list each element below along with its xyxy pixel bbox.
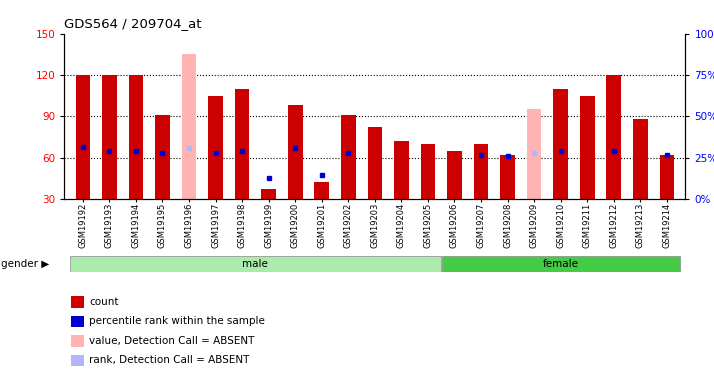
Bar [633, 119, 648, 199]
Bar [208, 96, 223, 199]
Bar [235, 89, 249, 199]
Bar [102, 75, 116, 199]
Bar [473, 144, 488, 199]
Text: percentile rank within the sample: percentile rank within the sample [89, 316, 265, 326]
Bar [394, 141, 408, 199]
Bar [553, 89, 568, 199]
Bar [580, 96, 595, 199]
Text: male: male [243, 259, 268, 269]
Bar [261, 189, 276, 199]
Text: rank, Detection Call = ABSENT: rank, Detection Call = ABSENT [89, 356, 250, 365]
Bar [70, 256, 441, 272]
Text: count: count [89, 297, 119, 307]
Bar [368, 127, 382, 199]
Bar [501, 155, 515, 199]
Bar [442, 256, 680, 272]
Bar [314, 182, 329, 199]
Bar [606, 75, 621, 199]
Bar [288, 105, 303, 199]
Text: gender ▶: gender ▶ [1, 259, 49, 269]
Bar [182, 54, 196, 199]
Bar [129, 75, 144, 199]
Text: female: female [543, 259, 578, 269]
Bar [76, 75, 90, 199]
Text: GDS564 / 209704_at: GDS564 / 209704_at [64, 17, 202, 30]
Text: value, Detection Call = ABSENT: value, Detection Call = ABSENT [89, 336, 255, 346]
Bar [660, 155, 674, 199]
Bar [341, 115, 356, 199]
Bar [421, 144, 436, 199]
Bar [155, 115, 170, 199]
Bar [527, 110, 541, 199]
Bar [447, 151, 462, 199]
